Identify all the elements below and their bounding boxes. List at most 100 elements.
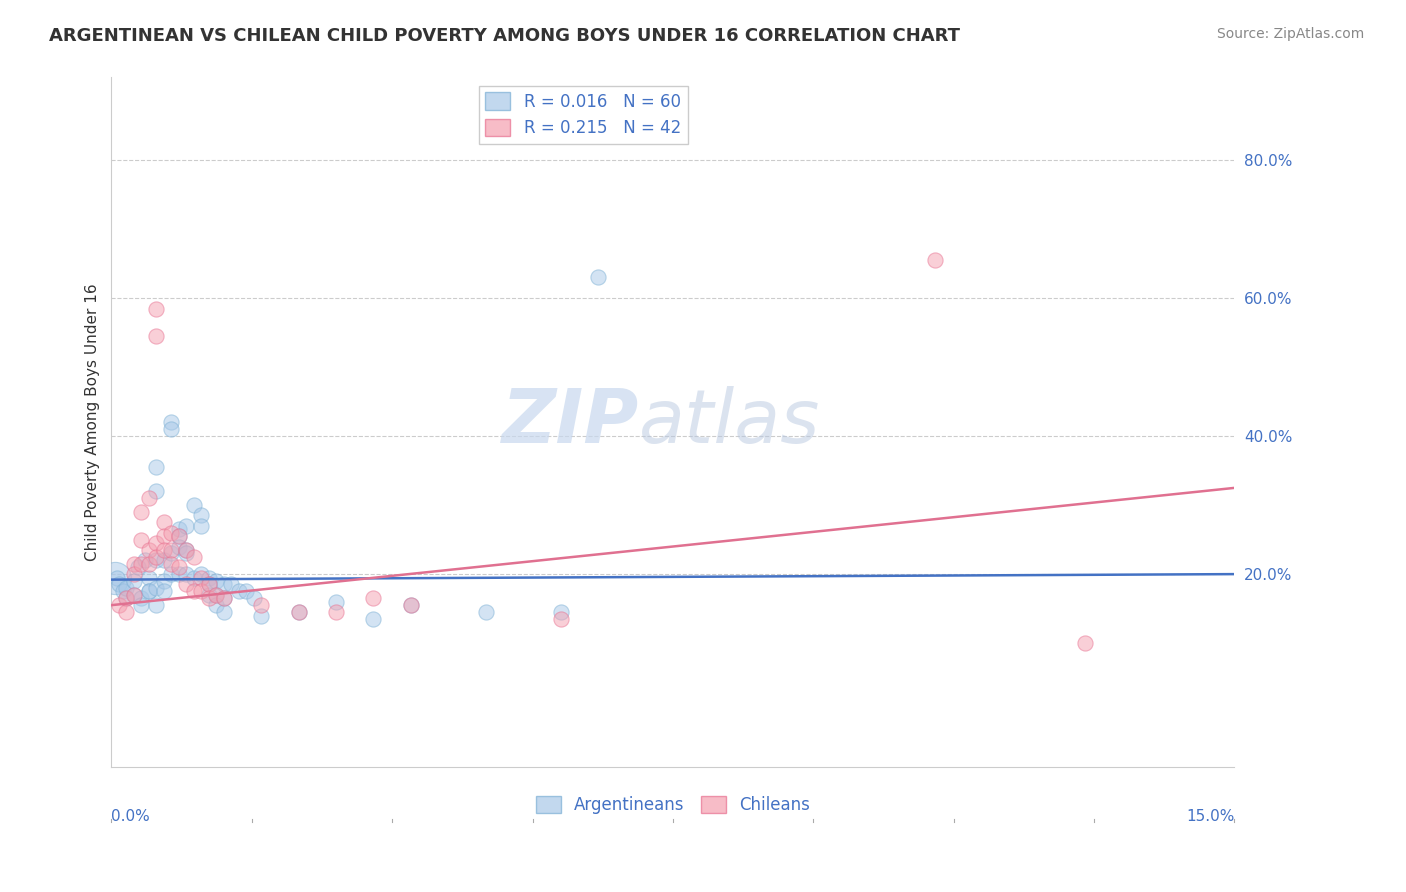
Point — [145, 598, 167, 612]
Point — [197, 570, 219, 584]
Point — [197, 588, 219, 602]
Point — [205, 588, 228, 602]
Point — [586, 270, 609, 285]
Point — [924, 253, 946, 268]
Point — [167, 560, 190, 574]
Point — [105, 570, 128, 584]
Point — [228, 584, 250, 599]
Point — [153, 574, 176, 588]
Point — [153, 543, 176, 558]
Point — [122, 574, 145, 588]
Point — [131, 505, 153, 519]
Text: atlas: atlas — [640, 386, 821, 458]
Point — [160, 543, 183, 558]
Point — [138, 570, 160, 584]
Point — [145, 549, 167, 564]
Text: ARGENTINEAN VS CHILEAN CHILD POVERTY AMONG BOYS UNDER 16 CORRELATION CHART: ARGENTINEAN VS CHILEAN CHILD POVERTY AMO… — [49, 27, 960, 45]
Point — [145, 484, 167, 499]
Point — [160, 557, 183, 571]
Point — [122, 557, 145, 571]
Point — [108, 598, 131, 612]
Point — [287, 605, 309, 619]
Point — [325, 595, 347, 609]
Point — [167, 567, 190, 582]
Point — [167, 529, 190, 543]
Text: 0.0%: 0.0% — [111, 809, 150, 823]
Point — [250, 598, 273, 612]
Point — [197, 577, 219, 591]
Point — [219, 577, 242, 591]
Point — [138, 543, 160, 558]
Point — [287, 605, 309, 619]
Text: Source: ZipAtlas.com: Source: ZipAtlas.com — [1216, 27, 1364, 41]
Point — [153, 584, 176, 599]
Point — [212, 577, 235, 591]
Point — [197, 577, 219, 591]
Point — [190, 518, 212, 533]
Point — [153, 516, 176, 530]
Point — [212, 605, 235, 619]
Point — [174, 543, 197, 558]
Point — [115, 591, 138, 606]
Point — [190, 584, 212, 599]
Point — [160, 546, 183, 560]
Point — [550, 605, 572, 619]
Point — [138, 557, 160, 571]
Point — [167, 522, 190, 536]
Point — [160, 567, 183, 582]
Point — [174, 567, 197, 582]
Point — [145, 553, 167, 567]
Point — [205, 588, 228, 602]
Point — [138, 491, 160, 506]
Point — [104, 570, 127, 584]
Point — [127, 560, 149, 574]
Point — [174, 577, 197, 591]
Point — [131, 591, 153, 606]
Point — [174, 518, 197, 533]
Point — [242, 591, 264, 606]
Point — [153, 529, 176, 543]
Point — [111, 584, 134, 599]
Point — [174, 543, 197, 558]
Point — [550, 612, 572, 626]
Point — [399, 598, 422, 612]
Point — [138, 584, 160, 599]
Point — [205, 598, 228, 612]
Point — [212, 591, 235, 606]
Point — [115, 581, 138, 595]
Legend: Argentineans, Chileans: Argentineans, Chileans — [529, 789, 817, 821]
Point — [138, 584, 160, 599]
Point — [212, 591, 235, 606]
Point — [363, 591, 385, 606]
Point — [134, 553, 156, 567]
Point — [131, 533, 153, 547]
Point — [399, 598, 422, 612]
Point — [190, 508, 212, 523]
Point — [145, 301, 167, 316]
Point — [190, 567, 212, 582]
Point — [160, 415, 183, 429]
Point — [160, 422, 183, 436]
Point — [145, 329, 167, 343]
Point — [325, 605, 347, 619]
Point — [145, 536, 167, 550]
Point — [160, 525, 183, 540]
Point — [183, 498, 205, 512]
Point — [131, 598, 153, 612]
Text: ZIP: ZIP — [502, 386, 640, 458]
Point — [1073, 636, 1095, 650]
Point — [115, 605, 138, 619]
Point — [183, 549, 205, 564]
Point — [108, 577, 131, 591]
Point — [131, 557, 153, 571]
Point — [250, 608, 273, 623]
Point — [190, 570, 212, 584]
Point — [205, 574, 228, 588]
Point — [235, 584, 257, 599]
Point — [145, 581, 167, 595]
Point — [474, 605, 496, 619]
Point — [122, 588, 145, 602]
Point — [183, 584, 205, 599]
Point — [174, 546, 197, 560]
Point — [167, 529, 190, 543]
